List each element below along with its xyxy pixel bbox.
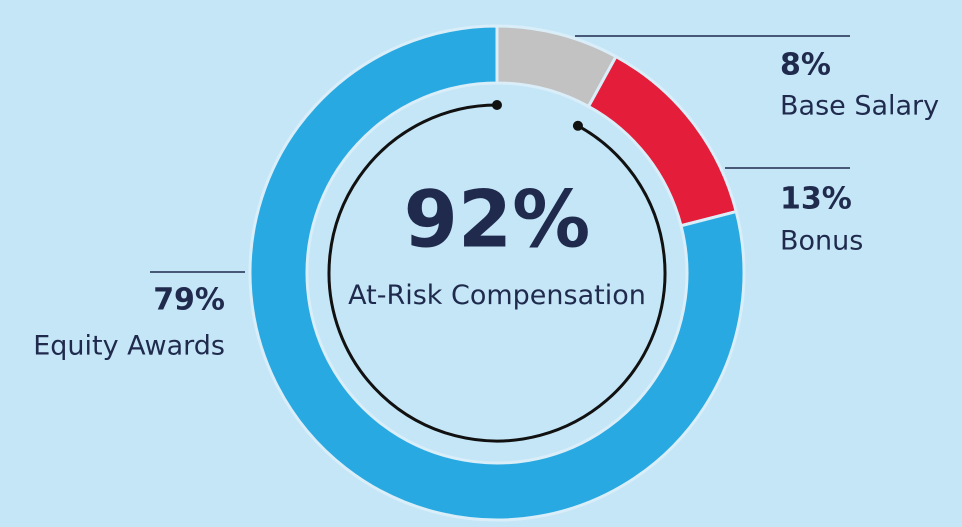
donut-segment xyxy=(248,24,746,522)
category-label: Bonus xyxy=(780,226,863,257)
category-label: Equity Awards xyxy=(33,331,225,362)
category-label: Base Salary xyxy=(780,91,939,122)
value-label: 79% xyxy=(153,283,225,318)
value-label: 13% xyxy=(780,182,852,217)
center-value: 92% xyxy=(404,175,591,265)
at-risk-arc xyxy=(327,103,667,443)
center-caption: At-Risk Compensation xyxy=(348,280,646,311)
arc-end-dot xyxy=(491,100,502,110)
value-label: 8% xyxy=(780,48,831,83)
center-caption-box: At-Risk Compensation xyxy=(348,280,646,311)
arc-end-dot xyxy=(572,120,583,131)
